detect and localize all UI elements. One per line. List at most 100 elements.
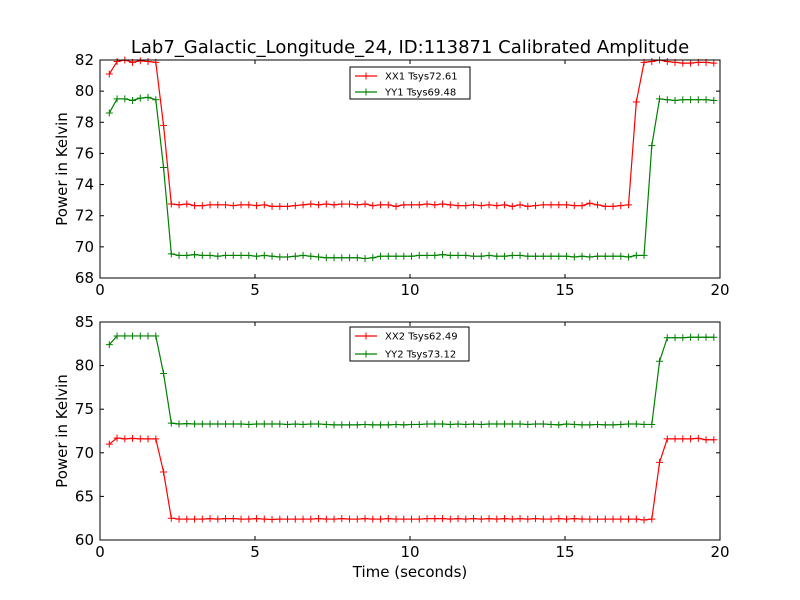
chart-1-series-2 [105,93,718,263]
chart-1-y-tick-label: 74 [75,176,94,194]
chart-1-series-2-point [315,253,323,261]
chart-2-series-1-point [648,515,656,523]
chart-1-series-1-point [384,201,392,209]
chart-1-series-1-point [346,200,354,208]
chart-2-series-2-point [198,420,206,428]
chart-1-series-2-point [439,251,447,259]
chart-2-legend-marker [362,332,370,340]
chart-2-series-1-point [222,515,230,523]
chart-2-series-2-point [315,420,323,428]
chart-2-series-1-point [570,515,578,523]
chart-2-y-tick-label: 70 [75,444,94,462]
chart-2-series-1-point [160,468,168,476]
chart-1-series-1-point [338,200,346,208]
chart-1-series-2-point [601,252,609,260]
chart-1-series-2-point [129,96,137,104]
chart-1-series-2-point [191,251,199,259]
chart-2-series-1-point [361,515,369,523]
chart-1-y-tick-label: 76 [75,144,94,162]
chart-2-series-2-point [671,334,679,342]
chart-1-series-2-point [501,252,509,260]
chart-2-y-tick-label: 85 [75,313,94,331]
chart-1-series-1-point [160,121,168,129]
chart-2-y-axis-label: Power in Kelvin [53,374,71,488]
chart-1-series-2-point [446,251,454,259]
chart-2-series-1-point [369,515,377,523]
chart-1-series-1-point [268,202,276,210]
chart-2-legend-label: YY2 Tsys73.12 [384,350,456,361]
chart-2-series-1-point [338,515,346,523]
chart-2-series-1-point [268,516,276,524]
chart-2-series-1-point [299,515,307,523]
chart-1-series-1-point [198,202,206,210]
chart-2-series-1-point [586,515,594,523]
chart-1-series-1-point [601,202,609,210]
chart-1-series-2-point [516,251,524,259]
chart-1-series-2-point [353,254,361,262]
chart-1-y-tick-label: 68 [75,269,94,287]
chart-2-series-1-point [191,515,199,523]
chart-2-series-2-point [307,420,315,428]
chart-2-series-1-point [702,436,710,444]
chart-1-series-1-point [291,202,299,210]
chart-2-legend-label: XX2 Tsys62.49 [385,332,458,343]
chart-1-series-2-point [687,96,695,104]
chart-2-series-2-point [400,421,408,429]
chart-2-series-2-point [477,420,485,428]
chart-2-series-2-point [555,421,563,429]
chart-1-legend-box [349,66,471,100]
chart-2-series-1-point [508,515,516,523]
chart-1-series-1-point [532,202,540,210]
chart-2-x-tick-label: 5 [250,543,260,561]
chart-1-series-2-point [222,251,230,259]
chart-2-series-2-point [338,421,346,429]
chart-1-series-1-point [609,202,617,210]
chart-1-x-tick-label: 15 [555,281,574,299]
chart-2-series-2-point [470,420,478,428]
chart-1-series-2-point [578,252,586,260]
chart-1-series-2-point [175,251,183,259]
chart-1-series-2-point [229,251,237,259]
chart-1-series-1-point [113,58,121,66]
chart-2-series-2-point [268,420,276,428]
chart-2-series-2-point [284,420,292,428]
chart-1-legend-marker [362,72,370,80]
chart-1-series-2-point [377,252,385,260]
chart-2-y-tick-label: 75 [75,400,94,418]
chart-1-series-2-point [260,251,268,259]
chart-2-series-1-point [594,515,602,523]
chart-2-series-1-point [152,435,160,443]
chart-1-series-1-point [663,58,671,66]
chart-2-series-2-point [431,420,439,428]
chart-1-series-2-point [105,109,113,117]
chart-2-series-1-point [671,435,679,443]
chart-1-series-2-point [113,95,121,103]
chart-1-series-2-point [392,252,400,260]
chart-2-series-2-point [679,334,687,342]
chart-1-series-2-point [183,251,191,259]
chart-2-series-2-point [276,420,284,428]
chart-2-series-1-point [408,515,416,523]
chart-2-series-1-point [532,515,540,523]
chart-1-series-1-point [485,201,493,209]
chart-1-series-1-point [632,98,640,106]
chart-2-y-tick-label: 65 [75,487,94,505]
chart-1-series-1-point [508,202,516,210]
chart-1-series-2-point [198,251,206,259]
chart-2-series-1-point [539,515,547,523]
chart-2-series-1-point [322,515,330,523]
chart-1-series-2-point [369,254,377,262]
chart-2-series-2-point [415,420,423,428]
chart-2-series-1-point [617,515,625,523]
chart-2-series-2-point [392,420,400,428]
chart-1-series-2-point [493,252,501,260]
chart-1-series-2-point [625,253,633,261]
chart-1-series-1-point [710,59,718,67]
chart-1-series-2-point [330,254,338,262]
chart-2-series-1-point [183,515,191,523]
chart-1-series-2-point [284,253,292,261]
chart-1-series-2-point [524,252,532,260]
chart-1-y-tick-label: 70 [75,238,94,256]
chart-2-series-1-point [121,435,129,443]
chart-1-series-2-point [539,252,547,260]
